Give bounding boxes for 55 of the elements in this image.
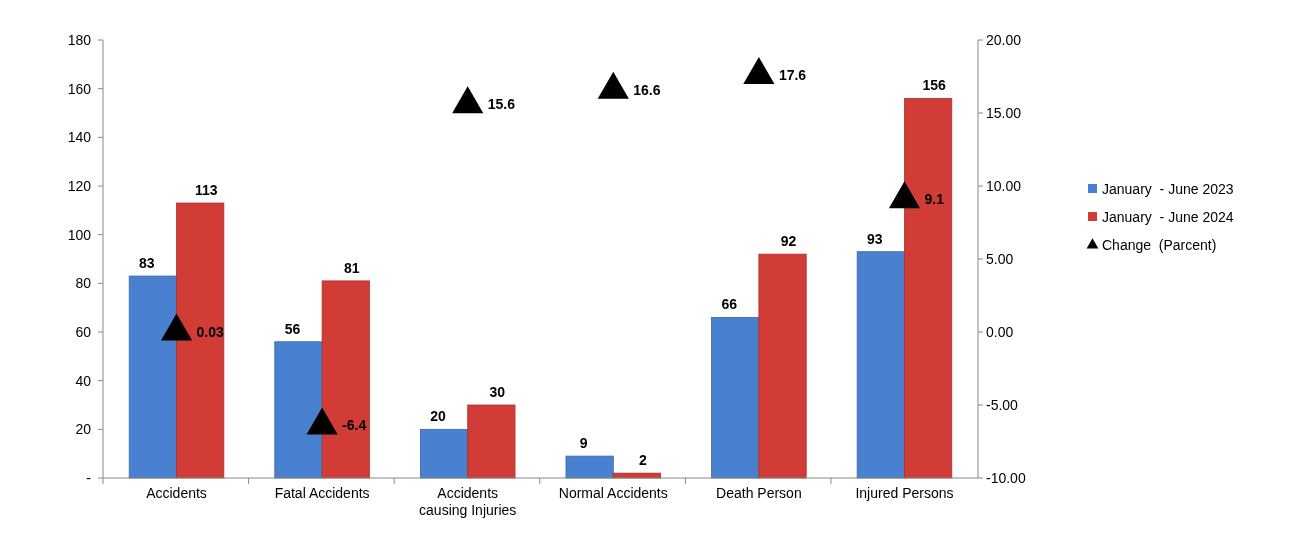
bar	[128, 275, 177, 479]
x-tick-label: Death Person	[716, 485, 802, 501]
bar	[467, 404, 516, 479]
y2-tick-label: 5.00	[986, 251, 1014, 267]
data-label: 56	[284, 320, 301, 337]
y2-tick-label: 15.00	[986, 105, 1022, 121]
data-label: 92	[780, 233, 797, 250]
bar	[565, 455, 614, 479]
data-label: 9	[579, 435, 588, 452]
y-tick-label: 120	[67, 178, 92, 194]
x-tick-label: Injured Persons	[855, 485, 954, 501]
legend-label: January - June 2024	[1102, 209, 1234, 225]
y-tick-label: -	[86, 470, 92, 486]
bar	[176, 202, 225, 479]
bar	[419, 428, 469, 479]
data-label: 113	[194, 182, 218, 199]
legend-label: Change (Parcent)	[1102, 237, 1217, 253]
y-tick-label: 40	[75, 372, 92, 389]
data-label: 20	[430, 408, 447, 425]
data-label: 17.6	[778, 67, 807, 84]
y-tick-label: 60	[75, 324, 92, 340]
data-label: 9.1	[924, 191, 945, 208]
y2-tick-label: 20.00	[986, 32, 1022, 48]
legend-label: January - June 2023	[1102, 181, 1234, 197]
data-label: 0.03	[196, 323, 224, 340]
y-tick-label: 140	[67, 129, 92, 146]
bar	[321, 280, 370, 479]
data-label: 93	[867, 230, 883, 247]
x-tick-label: Fatal Accidents	[274, 485, 370, 501]
data-label: 66	[721, 296, 738, 313]
y-tick-label: 20	[75, 421, 92, 438]
bar	[856, 251, 905, 479]
data-label: 30	[489, 384, 506, 400]
y2-tick-label: 0.00	[986, 324, 1014, 340]
data-label: 156	[922, 77, 947, 94]
data-label: 83	[139, 255, 155, 272]
y-tick-label: 180	[67, 32, 92, 48]
x-tick-label: Accidents	[146, 485, 207, 501]
y2-tick-label: -5.00	[986, 397, 1019, 413]
x-tick-label: Accidents causing Injuries	[419, 485, 517, 518]
data-label: 15.6	[487, 96, 516, 113]
y-tick-label: 80	[75, 275, 92, 292]
data-label: 2	[639, 452, 648, 469]
data-label: -6.4	[342, 417, 367, 434]
data-label: 81	[343, 259, 360, 276]
bar	[711, 317, 760, 479]
y2-tick-label: 10.00	[986, 178, 1022, 194]
bar	[274, 341, 323, 479]
data-label: 16.6	[633, 81, 661, 98]
bar	[904, 98, 953, 479]
y-tick-label: 160	[67, 80, 92, 97]
y-tick-label: 100	[67, 226, 92, 243]
x-tick-label: Normal Accidents	[558, 485, 668, 501]
y2-tick-label: -10.00	[986, 470, 1026, 486]
bar	[758, 253, 807, 479]
